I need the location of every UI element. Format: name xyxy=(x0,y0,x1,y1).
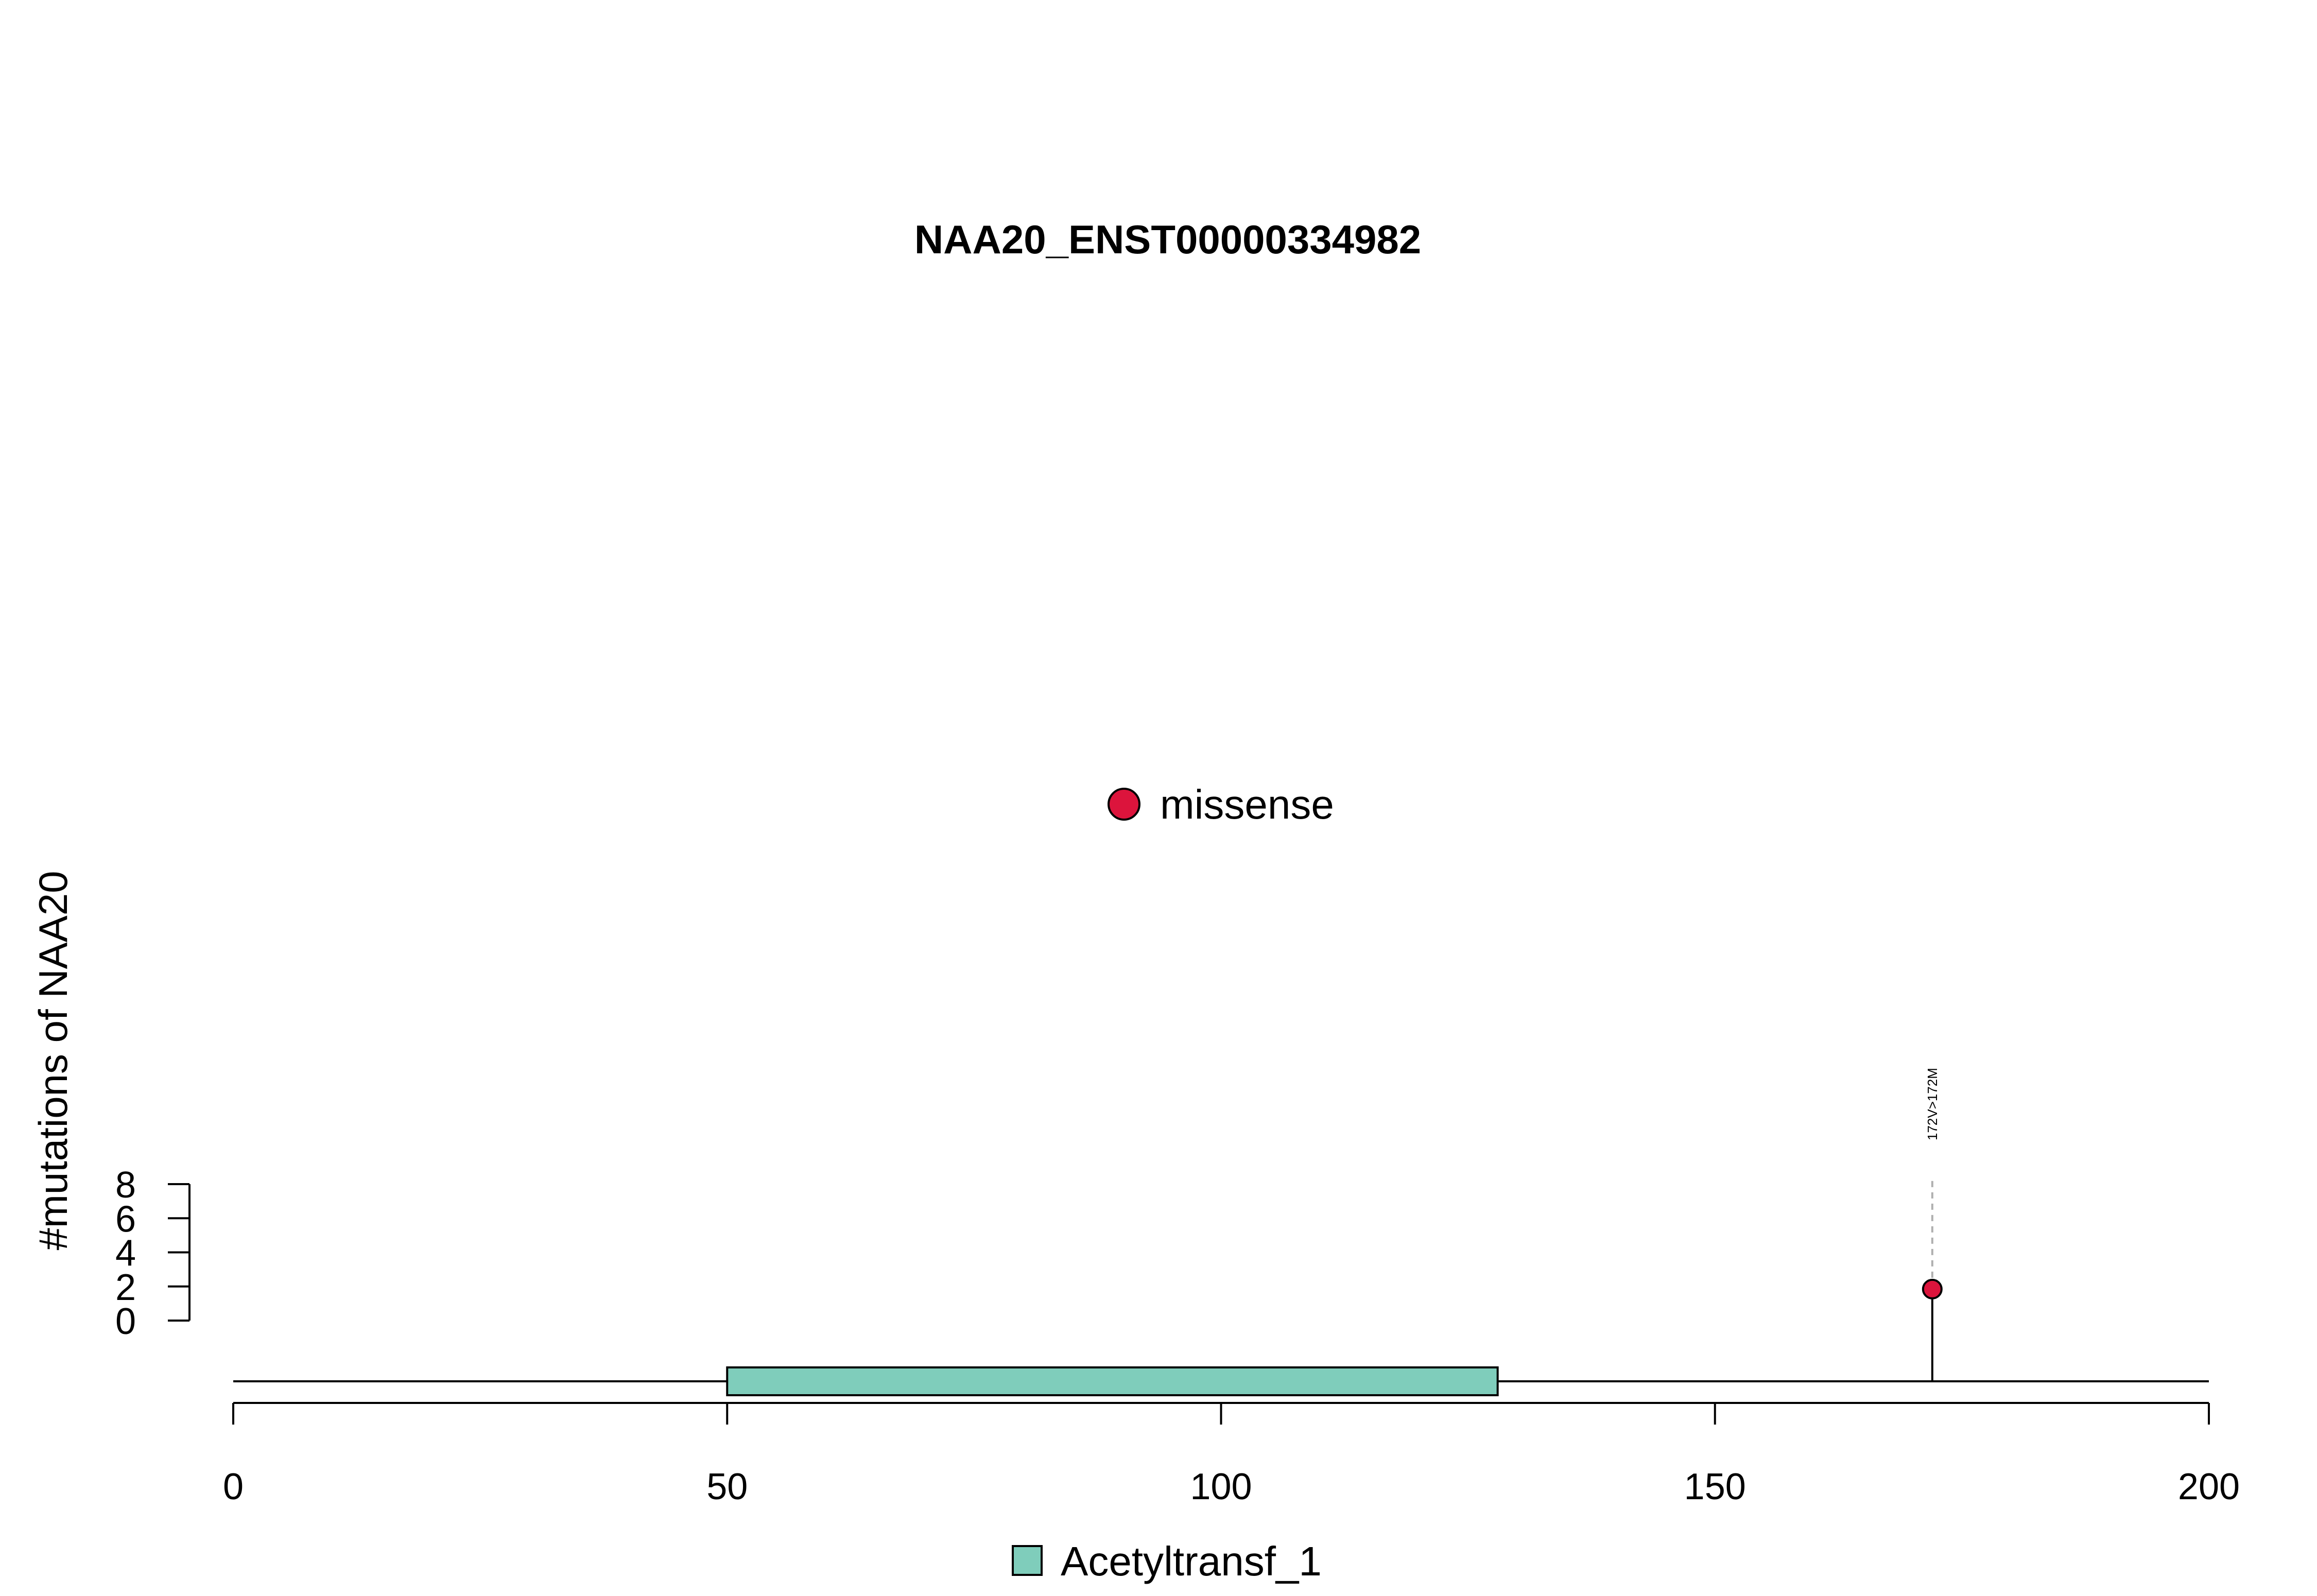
mutation-layer: 172V>172M xyxy=(1922,1068,1943,1381)
legend-label: missense xyxy=(1160,782,1334,827)
legend-marker xyxy=(1108,788,1140,821)
mutation-label: 172V>172M xyxy=(1925,1068,1940,1140)
domain-rect xyxy=(726,1366,1499,1396)
mutation-type-legend: missense xyxy=(1108,782,1334,827)
lollipop-head xyxy=(1922,1278,1943,1299)
domain-layer xyxy=(726,1366,1499,1396)
x-tick-label: 200 xyxy=(2178,1466,2240,1507)
domain-legend: Acetyltransf_1 xyxy=(1012,1538,1322,1584)
chart-title: NAA20_ENST00000334982 xyxy=(914,217,1421,262)
legend-label: Acetyltransf_1 xyxy=(1061,1538,1322,1584)
x-tick-label: 100 xyxy=(1190,1466,1252,1507)
y-tick-label: 0 xyxy=(115,1301,136,1342)
y-tick-label: 8 xyxy=(115,1165,136,1206)
y-tick-label: 2 xyxy=(115,1267,136,1308)
x-tick-label: 50 xyxy=(706,1466,748,1507)
y-tick-label: 6 xyxy=(115,1199,136,1240)
x-tick-label: 150 xyxy=(1684,1466,1746,1507)
x-tick-label: 0 xyxy=(223,1466,244,1507)
y-axis-label: #mutations of NAA20 xyxy=(30,871,76,1250)
y-tick-label: 4 xyxy=(115,1233,136,1274)
legend-swatch xyxy=(1012,1545,1043,1576)
x-axis: 0 50 100 150 200 xyxy=(223,1402,2240,1507)
